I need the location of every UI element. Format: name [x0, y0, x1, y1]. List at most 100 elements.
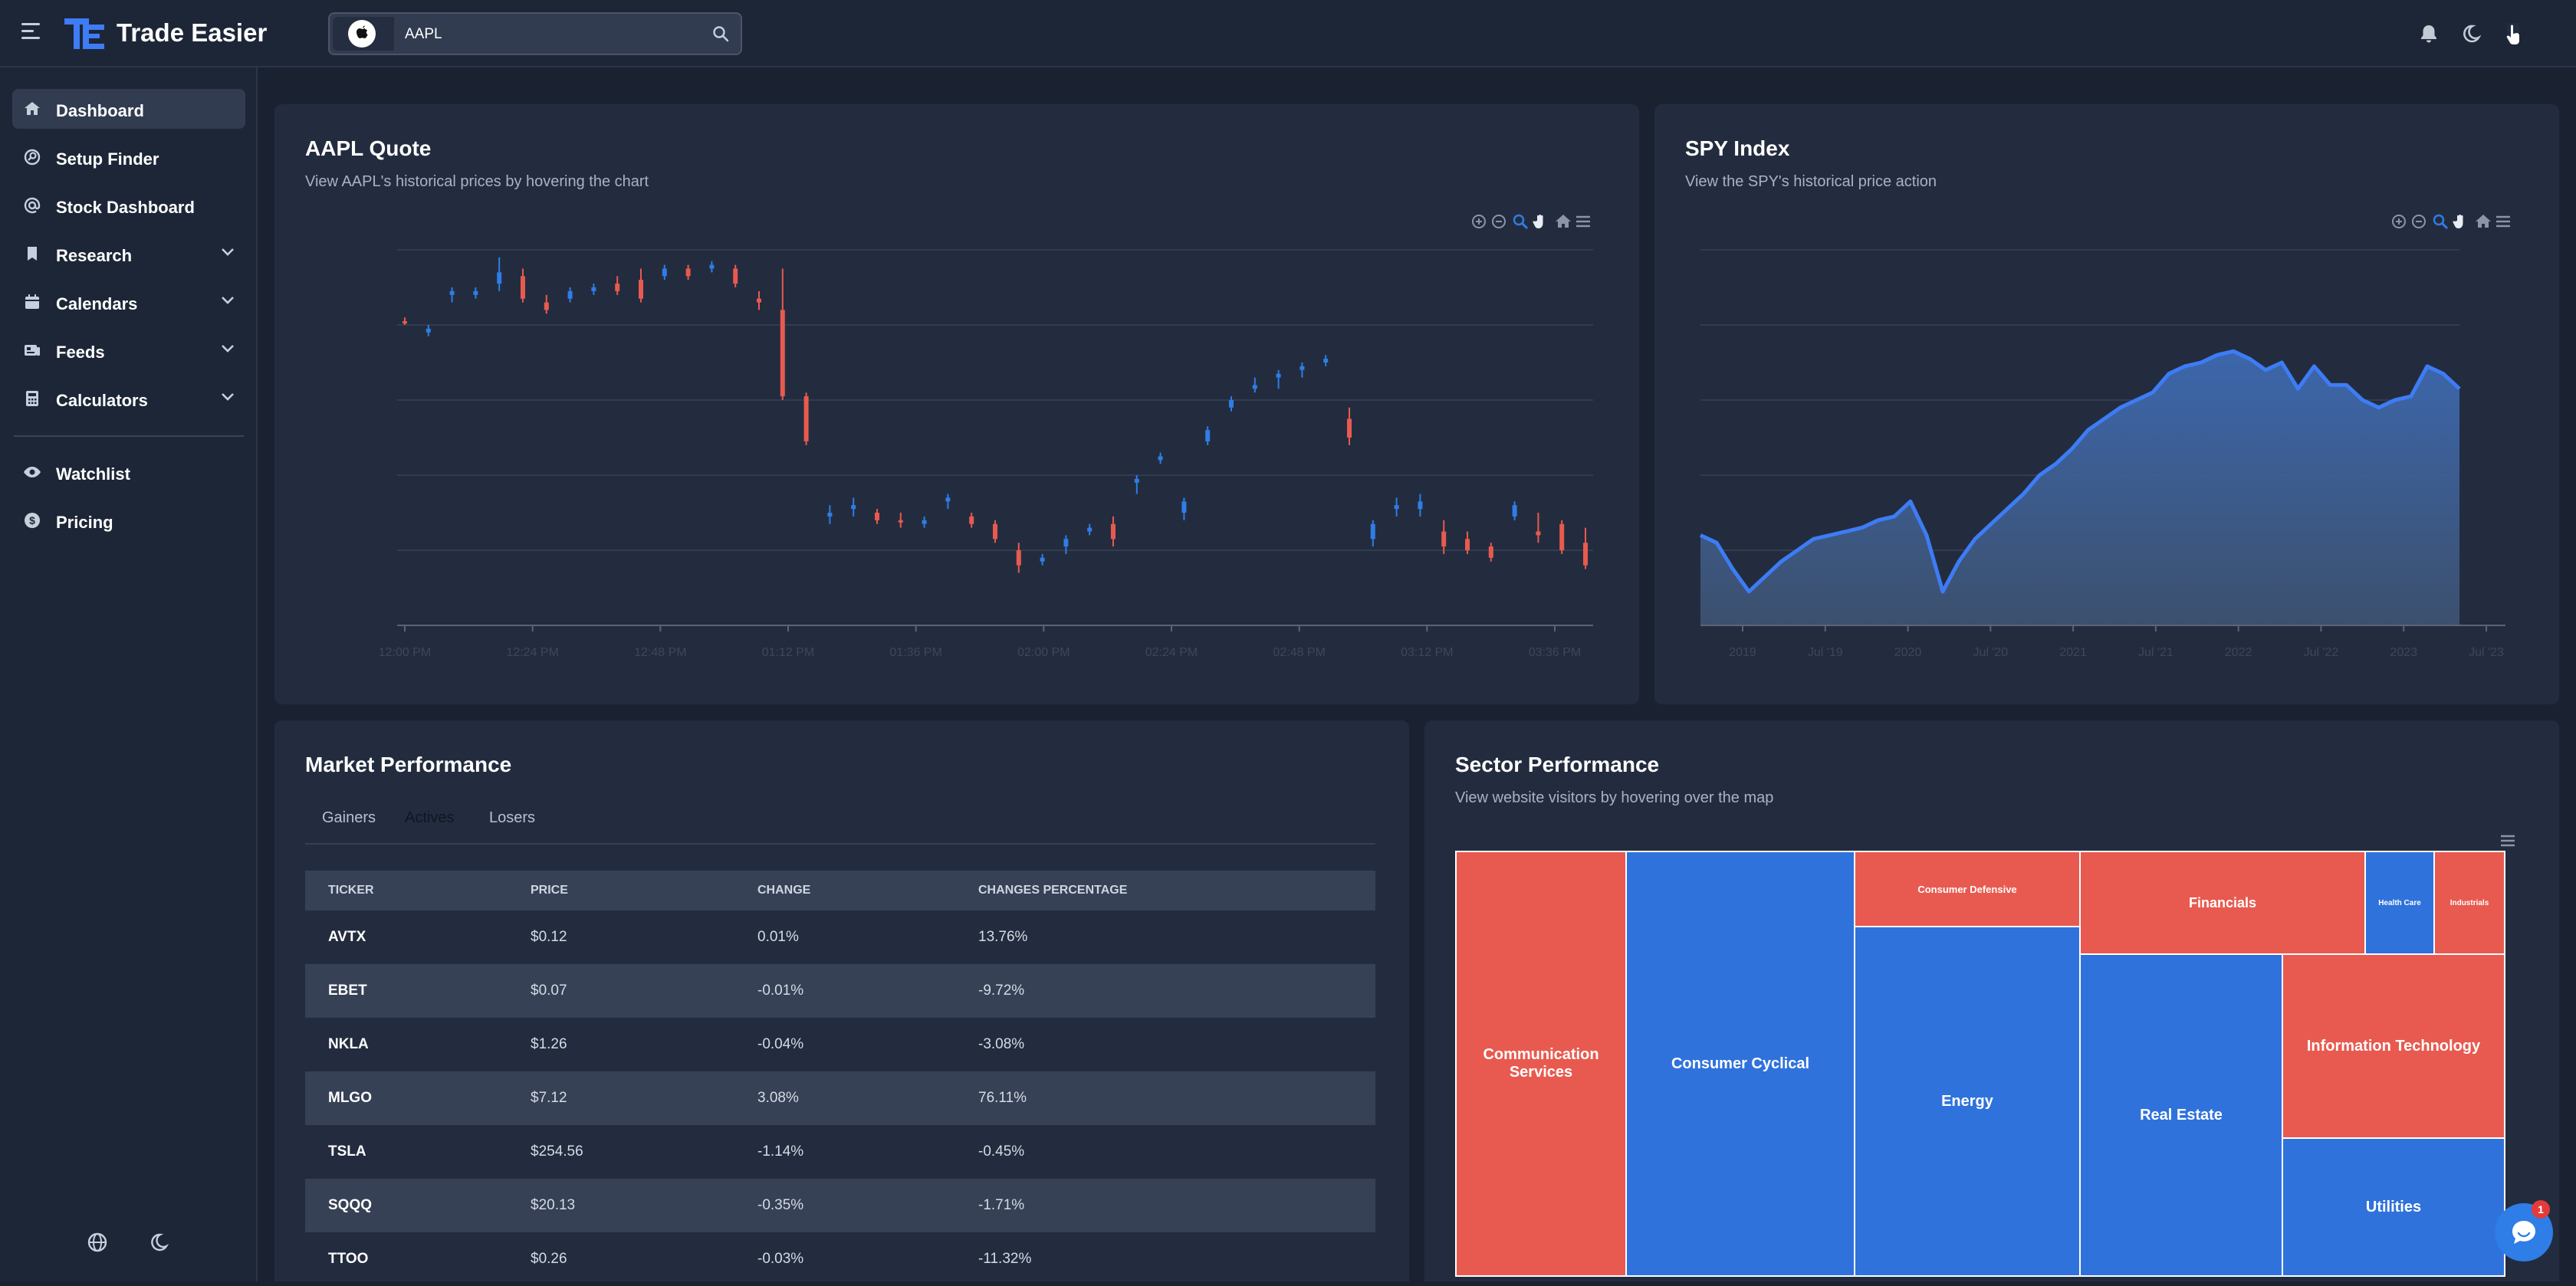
- market-tabs: Gainers Actives Losers: [305, 809, 1375, 845]
- menu-icon[interactable]: [2499, 832, 2516, 849]
- table-row[interactable]: EBET $0.07 -0.01% -9.72%: [305, 964, 1375, 1018]
- change-percentage-cell: -3.08%: [978, 1036, 1025, 1052]
- table-row[interactable]: AVTX $0.12 0.01% 13.76%: [305, 910, 1375, 964]
- chevron-down-icon[interactable]: [221, 248, 235, 257]
- tab-gainers[interactable]: Gainers: [322, 809, 376, 826]
- treemap-cell[interactable]: Consumer Defensive: [1854, 851, 2081, 927]
- chevron-down-icon[interactable]: [221, 344, 235, 353]
- candle: [1300, 366, 1305, 370]
- sidebar-item-stock-dashboard[interactable]: Stock Dashboard: [12, 185, 245, 225]
- reset-home-icon[interactable]: [2475, 213, 2492, 230]
- sidebar-item-setup-finder[interactable]: Setup Finder: [12, 137, 245, 177]
- ticker-cell: NKLA: [328, 1036, 369, 1052]
- table-row[interactable]: TSLA $254.56 -1.14% -0.45%: [305, 1125, 1375, 1179]
- zoom-out-icon[interactable]: [2410, 213, 2427, 230]
- change-cell: -0.01%: [757, 983, 804, 999]
- search-icon[interactable]: [711, 25, 730, 43]
- app-title[interactable]: Trade Easier: [117, 18, 268, 47]
- x-tick-label: 2022: [2225, 646, 2252, 659]
- price-cell: $7.12: [531, 1090, 567, 1106]
- column-header[interactable]: PRICE: [531, 884, 568, 897]
- table-row[interactable]: NKLA $1.26 -0.04% -3.08%: [305, 1018, 1375, 1071]
- chat-icon: [2512, 1221, 2535, 1244]
- chevron-down-icon[interactable]: [221, 296, 235, 305]
- sidebar-item-label: Dashboard: [56, 101, 144, 120]
- table-row[interactable]: TTOO $0.26 -0.03% -11.32%: [305, 1232, 1375, 1286]
- ticker-search[interactable]: AAPL: [328, 12, 742, 55]
- treemap-cell[interactable]: Real Estate: [2079, 953, 2283, 1277]
- candle: [685, 268, 691, 277]
- sidebar-item-dashboard[interactable]: Dashboard: [12, 89, 245, 129]
- reset-home-icon[interactable]: [1555, 213, 1572, 230]
- pan-hand-icon[interactable]: [1532, 213, 1549, 230]
- candle: [1465, 539, 1470, 550]
- change-cell: -0.35%: [757, 1197, 804, 1213]
- treemap-cell[interactable]: Utilities: [2282, 1137, 2505, 1277]
- table-row[interactable]: MLGO $7.12 3.08% 76.11%: [305, 1071, 1375, 1125]
- column-header[interactable]: CHANGE: [757, 884, 811, 897]
- calendar-icon: [25, 294, 39, 309]
- candle: [426, 328, 431, 333]
- tab-actives[interactable]: Actives: [405, 809, 455, 826]
- candle: [521, 276, 525, 299]
- table-row[interactable]: SQQQ $20.13 -0.35% -1.71%: [305, 1179, 1375, 1232]
- sidebar-item-calendars[interactable]: Calendars: [12, 282, 245, 322]
- pan-hand-icon[interactable]: [2452, 213, 2469, 230]
- treemap-cell[interactable]: Industrials: [2433, 851, 2505, 955]
- candle: [709, 264, 715, 269]
- sidebar-item-feeds[interactable]: Feeds: [12, 330, 245, 370]
- change-cell: 0.01%: [757, 929, 799, 945]
- card-title: SPY Index: [1685, 136, 1790, 160]
- x-tick-label: Jul '23: [2469, 646, 2504, 659]
- user-avatar-icon[interactable]: [2499, 20, 2527, 48]
- candle: [1016, 550, 1021, 566]
- zoom-in-icon[interactable]: [2390, 213, 2407, 230]
- candle: [1252, 385, 1257, 389]
- menu-icon[interactable]: [1575, 213, 1592, 230]
- ticker-cell: TSLA: [328, 1143, 366, 1160]
- moon-icon[interactable]: [147, 1231, 170, 1254]
- series-line: [1699, 349, 2461, 594]
- treemap-cell[interactable]: Information Technology: [2282, 953, 2505, 1139]
- zoom-out-icon[interactable]: [1490, 213, 1507, 230]
- sector-treemap[interactable]: Communication Services Consumer Cyclical C…: [1455, 851, 2505, 1277]
- chat-button[interactable]: [2495, 1203, 2553, 1261]
- change-cell: -1.14%: [757, 1143, 804, 1160]
- column-header[interactable]: CHANGES PERCENTAGE: [978, 884, 1128, 897]
- sidebar-item-label: Setup Finder: [56, 149, 159, 169]
- selection-zoom-icon[interactable]: [2432, 213, 2449, 230]
- bell-icon[interactable]: [2415, 20, 2443, 48]
- treemap-cell[interactable]: Financials: [2079, 851, 2366, 955]
- sidebar-item-watchlist[interactable]: Watchlist: [12, 452, 245, 492]
- menu-toggle-icon[interactable]: [21, 23, 41, 40]
- sidebar-item-label: Watchlist: [56, 464, 130, 484]
- change-cell: -0.04%: [757, 1036, 804, 1052]
- sector-performance-card: Sector Performance View website visitors…: [1424, 720, 2559, 1281]
- selection-zoom-icon[interactable]: [1512, 213, 1529, 230]
- tab-losers[interactable]: Losers: [489, 809, 536, 826]
- treemap-cell[interactable]: Communication Services: [1455, 851, 1627, 1277]
- menu-icon[interactable]: [2495, 213, 2512, 230]
- sidebar-item-pricing[interactable]: $ Pricing: [12, 500, 245, 540]
- chevron-down-icon[interactable]: [221, 392, 235, 402]
- candle: [615, 284, 620, 291]
- sidebar-item-calculators[interactable]: Calculators: [12, 379, 245, 418]
- aapl-candlestick-chart[interactable]: 12:00 PM 12:24 PM 12:48 PM 01:12 PM 01:36 PM…: [374, 235, 1616, 679]
- sidebar-item-label: Research: [56, 246, 133, 265]
- candle: [993, 523, 997, 540]
- candle: [1370, 523, 1375, 540]
- treemap-cell[interactable]: Energy: [1854, 926, 2081, 1277]
- treemap-cell[interactable]: Consumer Cyclical: [1625, 851, 1855, 1277]
- globe-icon[interactable]: [86, 1231, 109, 1254]
- market-table: TICKER PRICE CHANGE CHANGES PERCENTAGE A…: [305, 871, 1375, 1286]
- zoom-in-icon[interactable]: [1470, 213, 1487, 230]
- spy-area-chart[interactable]: 2019 Jul '19 2020 Jul '20 2021 Jul '21 2022 Jul…: [1693, 235, 2536, 679]
- moon-icon[interactable]: [2456, 20, 2484, 48]
- search-input[interactable]: AAPL: [405, 26, 442, 42]
- price-cell: $0.07: [531, 983, 567, 999]
- sidebar-item-label: Feeds: [56, 343, 105, 362]
- column-header[interactable]: TICKER: [328, 884, 374, 897]
- treemap-cell[interactable]: Health Care: [2364, 851, 2435, 955]
- candle: [1512, 505, 1517, 517]
- sidebar-item-research[interactable]: Research: [12, 234, 245, 274]
